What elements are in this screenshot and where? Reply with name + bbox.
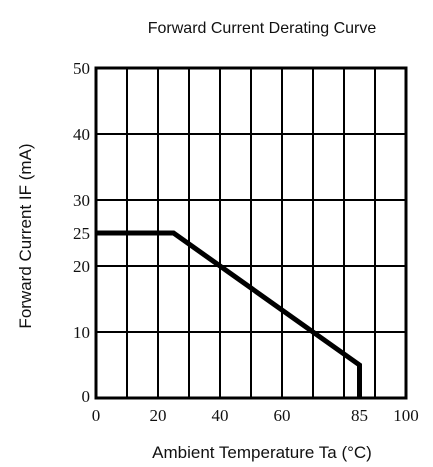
x-tick-label: 85 — [351, 406, 368, 425]
y-tick-label: 25 — [73, 224, 90, 243]
chart-title: Forward Current Derating Curve — [148, 20, 377, 37]
y-tick-label: 50 — [73, 59, 90, 78]
y-tick-label: 20 — [73, 257, 90, 276]
x-tick-label: 0 — [92, 406, 101, 425]
y-tick-labels: 0 10 20 25 30 40 50 — [73, 59, 90, 406]
y-tick-label: 30 — [73, 191, 90, 210]
x-tick-labels: 0 20 40 60 85 100 — [92, 406, 419, 425]
y-axis-label: Forward Current IF (mA) — [16, 143, 35, 328]
series-layer — [96, 230, 362, 398]
y-tick-label: 10 — [73, 323, 90, 342]
x-axis-label: Ambient Temperature Ta (°C) — [152, 443, 372, 462]
x-tick-label: 20 — [150, 406, 167, 425]
y-tick-label: 0 — [82, 387, 91, 406]
x-tick-label: 40 — [212, 406, 229, 425]
derating-curve-line — [96, 230, 362, 398]
plot-frame — [94, 66, 408, 400]
x-tick-label: 60 — [274, 406, 291, 425]
x-tick-label: 100 — [393, 406, 419, 425]
y-tick-label: 40 — [73, 125, 90, 144]
